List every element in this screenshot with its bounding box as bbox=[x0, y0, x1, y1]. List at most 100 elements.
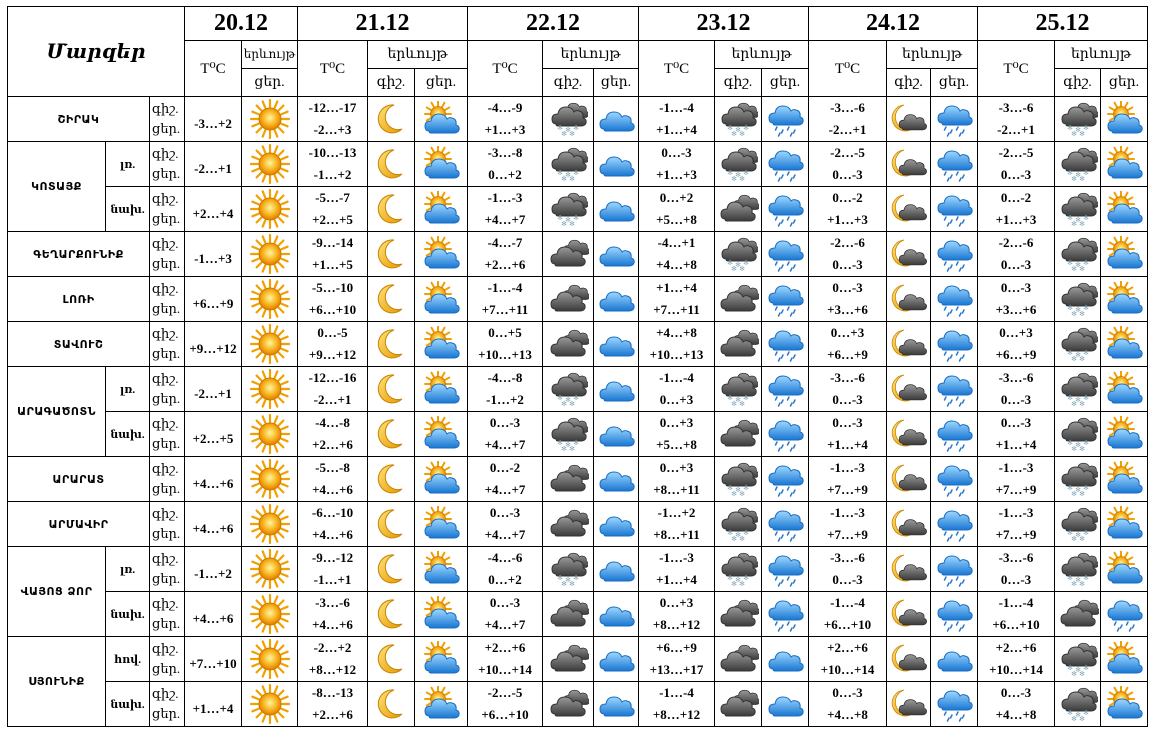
cloudy-icon bbox=[542, 591, 594, 637]
night-temp: -3…-8 bbox=[487, 145, 523, 160]
temp-range: -3…-6 +4…+6 bbox=[297, 591, 368, 637]
phenomenon-header: երևույթ bbox=[714, 40, 809, 69]
day-temp: +3…+6 bbox=[827, 302, 868, 317]
night-temp: -1…-4 bbox=[830, 595, 865, 610]
time-labels: գիշ. ցեր. bbox=[149, 231, 185, 277]
moon-icon bbox=[367, 456, 415, 502]
day-temp: +6…+9 bbox=[827, 347, 868, 362]
day-temp: +4…+7 bbox=[484, 437, 526, 452]
region-name: ՏԱՎՈՒՇ bbox=[7, 321, 150, 367]
night-temp: +2…+6 bbox=[484, 640, 526, 655]
night-temp: +6…+9 bbox=[656, 640, 697, 655]
time-labels: գիշ. ցեր. bbox=[149, 411, 185, 457]
svg-text:✻: ✻ bbox=[569, 130, 575, 138]
day-temp: +13…+17 bbox=[649, 662, 704, 677]
night-temp: -5…-10 bbox=[311, 280, 354, 295]
partly-cloudy-icon bbox=[414, 141, 468, 187]
night-temp: -1…-3 bbox=[830, 505, 865, 520]
temp-range: 0…-3 +4…+7 bbox=[467, 411, 543, 457]
svg-text:✻: ✻ bbox=[1075, 666, 1081, 674]
snow-cloud-icon: ✻ ✻ ✻ ✻ ✻ bbox=[1054, 276, 1101, 322]
partly-cloudy-icon bbox=[414, 591, 468, 637]
svg-text:✻: ✻ bbox=[1075, 306, 1081, 314]
svg-text:✻: ✻ bbox=[569, 445, 575, 453]
night-temp: -1…-3 bbox=[830, 460, 865, 475]
night-temp: +1…+4 bbox=[656, 280, 697, 295]
rain-cloud-icon bbox=[930, 366, 978, 412]
svg-text:✻: ✻ bbox=[1071, 670, 1077, 678]
svg-text:✻: ✻ bbox=[1071, 175, 1077, 183]
svg-text:✻: ✻ bbox=[731, 265, 737, 273]
svg-text:✻: ✻ bbox=[1067, 574, 1073, 582]
rain-cloud-icon bbox=[930, 321, 978, 367]
night-header: գիշ. bbox=[886, 68, 931, 97]
night-temp: +2…+6 bbox=[995, 640, 1037, 655]
partly-cloudy-icon bbox=[1100, 141, 1148, 187]
temp-range: -3…-6 0…-3 bbox=[977, 366, 1055, 412]
day-temp: +7…+9 bbox=[995, 482, 1037, 497]
svg-text:✻: ✻ bbox=[731, 175, 737, 183]
svg-text:✻: ✻ bbox=[743, 484, 749, 492]
svg-text:✻: ✻ bbox=[1083, 214, 1089, 222]
temp-day-20: -2…+1 bbox=[184, 366, 242, 412]
svg-text:✻: ✻ bbox=[557, 169, 563, 177]
svg-text:✻: ✻ bbox=[1083, 439, 1089, 447]
svg-text:✻: ✻ bbox=[731, 535, 737, 543]
night-temp: 0…+3 bbox=[659, 460, 694, 475]
partly-cloudy-icon bbox=[414, 321, 468, 367]
partly-cloudy-icon bbox=[414, 231, 468, 277]
temp-day-20: +4…+6 bbox=[184, 501, 242, 547]
time-labels: գիշ. ցեր. bbox=[149, 366, 185, 412]
cloudy-icon bbox=[714, 636, 762, 682]
night-temp: 0…-3 bbox=[1000, 415, 1032, 430]
temp-range: 0…-3 +4…+8 bbox=[808, 681, 887, 727]
region-name: ԱՐԱՐԱՏ bbox=[7, 456, 150, 502]
rain-cloud-icon bbox=[930, 141, 978, 187]
snow-cloud-icon: ✻ ✻ ✻ ✻ ✻ bbox=[714, 96, 762, 142]
time-labels: գիշ. ցեր. bbox=[149, 186, 185, 232]
partly-cloudy-icon bbox=[414, 681, 468, 727]
svg-text:✻: ✻ bbox=[1067, 124, 1073, 132]
day-temp: 0…-3 bbox=[832, 257, 863, 272]
night-temp: -1…-4 bbox=[659, 685, 694, 700]
day-temp: +6…+10 bbox=[308, 302, 357, 317]
moon-cloud-icon bbox=[886, 141, 931, 187]
temp-range: -4…-7 +2…+6 bbox=[467, 231, 543, 277]
cloudy-icon bbox=[542, 501, 594, 547]
svg-text:✻: ✻ bbox=[1075, 396, 1081, 404]
day-label: ցեր. bbox=[152, 211, 181, 226]
rain-cloud-icon bbox=[761, 591, 809, 637]
blue-cloud-icon bbox=[593, 501, 639, 547]
rain-cloud-icon bbox=[930, 501, 978, 547]
svg-text:✻: ✻ bbox=[739, 580, 745, 588]
temp-range: -1…-4 +8…+12 bbox=[638, 681, 715, 727]
day-label: ցեր. bbox=[152, 121, 181, 136]
temp-range: -5…-10 +6…+10 bbox=[297, 276, 368, 322]
moon-cloud-icon bbox=[886, 681, 931, 727]
snow-cloud-icon: ✻ ✻ ✻ ✻ ✻ bbox=[1054, 96, 1101, 142]
snow-cloud-icon: ✻ ✻ ✻ ✻ ✻ bbox=[1054, 321, 1101, 367]
night-temp: -4…-8 bbox=[315, 415, 350, 430]
moon-cloud-icon bbox=[886, 501, 931, 547]
svg-text:✻: ✻ bbox=[1071, 715, 1077, 723]
night-temp: -8…-13 bbox=[311, 685, 354, 700]
svg-text:✻: ✻ bbox=[1079, 490, 1085, 498]
temp-col-header: T⁰C bbox=[638, 40, 715, 97]
day-temp: +4…+8 bbox=[656, 257, 697, 272]
day-temp: 0…-3 bbox=[1000, 257, 1032, 272]
day-temp: +8…+12 bbox=[652, 617, 701, 632]
day-temp: +7…+9 bbox=[827, 527, 868, 542]
temp-range: 0…-3 +1…+4 bbox=[808, 411, 887, 457]
day-temp: +10…+13 bbox=[478, 347, 532, 362]
temp-range: 0…+3 +6…+9 bbox=[977, 321, 1055, 367]
zone-label: հով. bbox=[105, 636, 150, 682]
time-labels: գիշ. ցեր. bbox=[149, 321, 185, 367]
snow-cloud-icon: ✻ ✻ ✻ ✻ ✻ bbox=[542, 546, 594, 592]
svg-text:✻: ✻ bbox=[739, 175, 745, 183]
blue-cloud-icon bbox=[593, 456, 639, 502]
svg-text:✻: ✻ bbox=[569, 220, 575, 228]
svg-text:✻: ✻ bbox=[569, 400, 575, 408]
blue-cloud-icon bbox=[593, 231, 639, 277]
temp-col-header: T⁰C bbox=[297, 40, 368, 97]
svg-text:✻: ✻ bbox=[1079, 580, 1085, 588]
